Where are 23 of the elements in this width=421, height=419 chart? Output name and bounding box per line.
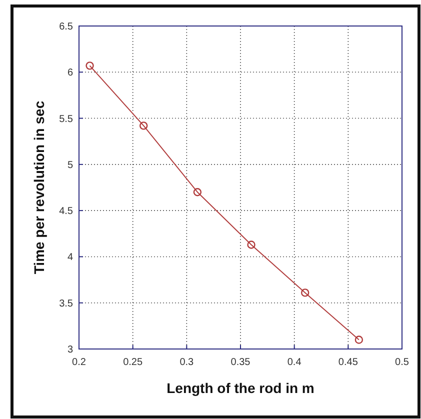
x-axis-title: Length of the rod in m [166, 380, 314, 396]
y-tick-label: 4.5 [59, 206, 74, 218]
point [140, 122, 148, 130]
y-tick-label: 5.5 [59, 114, 74, 125]
x-tick-label: 0.3 [180, 357, 194, 368]
point [86, 62, 94, 70]
y-tick-label: 3.5 [59, 298, 74, 310]
y-tick-label: 3 [67, 344, 74, 356]
point [193, 188, 202, 196]
y-tick-label: 6 [67, 68, 74, 79]
y-tick-label: 5 [67, 160, 74, 171]
x-tick-label: 0.45 [338, 357, 358, 368]
y-tick-label: 4 [67, 252, 74, 264]
x-tick-label: 0.35 [230, 357, 251, 368]
point [354, 336, 364, 344]
y-axis-title: Time per revolution in sec [31, 100, 47, 274]
y-tick-label: 6.5 [59, 22, 74, 32]
point [247, 240, 256, 249]
x-tick-label: 0.2 [72, 357, 86, 368]
x-tick-label: 0.4 [287, 357, 302, 368]
x-tick-label: 0.5 [395, 357, 410, 368]
point [301, 288, 310, 297]
x-tick-label: 0.25 [123, 357, 143, 368]
